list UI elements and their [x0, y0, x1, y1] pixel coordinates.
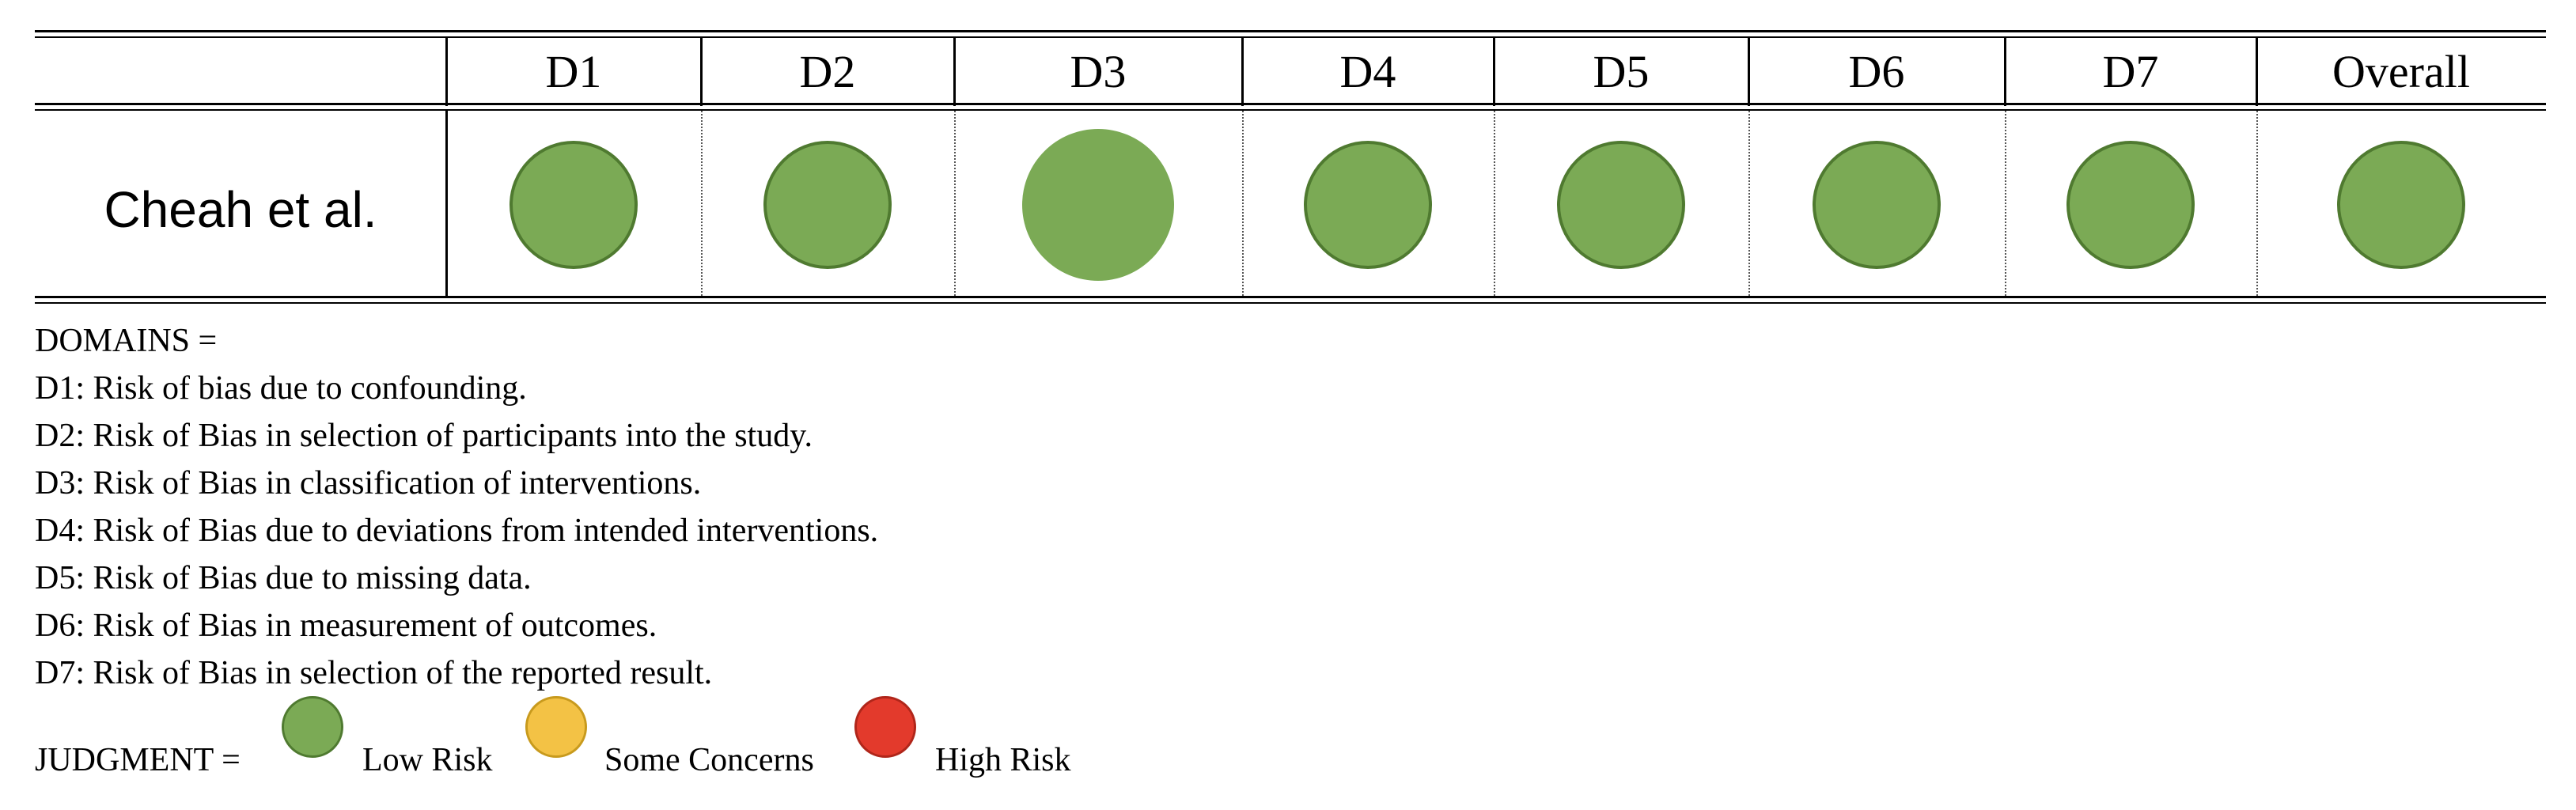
table-top-border [35, 30, 2546, 32]
header-column-divider [2004, 36, 2006, 106]
judgment-low-circle-icon [1022, 129, 1174, 281]
judgment-label-high: High Risk [935, 742, 1071, 778]
domain-definition: D3: Risk of Bias in classification of in… [35, 465, 702, 502]
domain-definition: D5: Risk of Bias due to missing data. [35, 560, 532, 596]
body-column-divider [701, 111, 703, 296]
judgment-label-some: Some Concerns [604, 742, 814, 778]
body-column-divider [445, 111, 448, 296]
judgment-low-circle-icon [1304, 141, 1432, 269]
column-header-d2: D2 [799, 46, 856, 97]
body-column-divider [1494, 111, 1495, 296]
judgment-low-circle-icon [2337, 141, 2465, 269]
study-name: Cheah et al. [104, 181, 377, 238]
judgment-label-low: Low Risk [362, 742, 493, 778]
judgment-title: JUDGMENT = [35, 742, 241, 778]
domains-title: DOMAINS = [35, 323, 218, 359]
column-header-d5: D5 [1593, 46, 1650, 97]
table-bottom-border [35, 296, 2546, 298]
column-header-d4: D4 [1339, 46, 1396, 97]
judgment-low-circle-icon [1557, 141, 1685, 269]
header-column-divider [445, 36, 448, 106]
header-column-divider [953, 36, 956, 106]
column-header-overall: Overall [2332, 46, 2470, 97]
header-column-divider [700, 36, 703, 106]
green-circle-icon [282, 696, 343, 758]
judgment-low-circle-icon [2066, 141, 2195, 269]
header-column-divider [1748, 36, 1750, 106]
header-column-divider [1241, 36, 1244, 106]
column-header-d6: D6 [1848, 46, 1905, 97]
domain-definition: D2: Risk of Bias in selection of partici… [35, 418, 813, 454]
table-bottom-border-inner [35, 302, 2546, 304]
domain-definition: D4: Risk of Bias due to deviations from … [35, 513, 879, 549]
body-column-divider [1748, 111, 1750, 296]
body-column-divider [954, 111, 956, 296]
domain-definition: D6: Risk of Bias in measurement of outco… [35, 608, 657, 644]
column-header-d7: D7 [2102, 46, 2159, 97]
body-column-divider [2256, 111, 2258, 296]
domain-definition: D7: Risk of Bias in selection of the rep… [35, 655, 713, 691]
column-header-d3: D3 [1070, 46, 1127, 97]
header-divider-inner [35, 109, 2546, 111]
judgment-low-circle-icon [1813, 141, 1941, 269]
header-column-divider [2256, 36, 2258, 106]
header-divider [35, 103, 2546, 105]
red-circle-icon [854, 696, 916, 758]
header-column-divider [1493, 36, 1495, 106]
yellow-circle-icon [525, 696, 587, 758]
judgment-low-circle-icon [510, 141, 638, 269]
domain-definition: D1: Risk of bias due to confounding. [35, 370, 527, 407]
body-column-divider [1242, 111, 1244, 296]
table-top-border-inner [35, 36, 2546, 38]
column-header-d1: D1 [545, 46, 602, 97]
body-column-divider [2005, 111, 2006, 296]
judgment-low-circle-icon [763, 141, 892, 269]
